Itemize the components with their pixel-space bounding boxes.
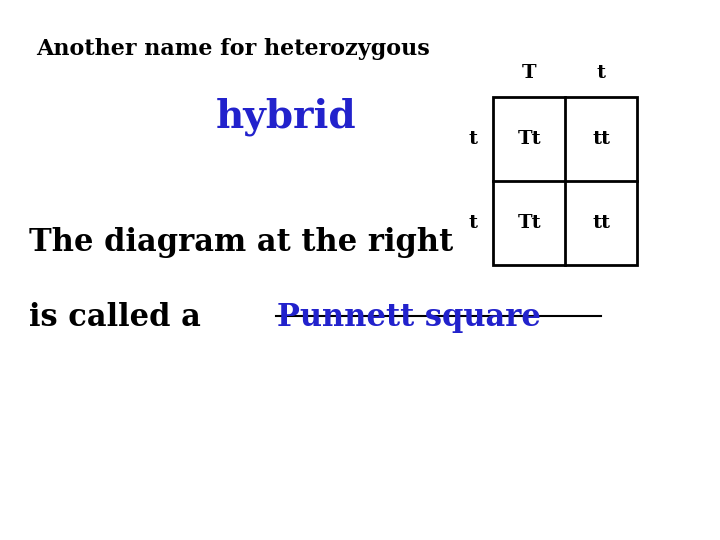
Text: Punnett square: Punnett square: [277, 302, 541, 333]
Text: tt: tt: [593, 130, 611, 148]
Text: T: T: [522, 64, 536, 82]
Text: The diagram at the right: The diagram at the right: [29, 227, 453, 258]
Text: Tt: Tt: [518, 214, 541, 232]
Text: tt: tt: [593, 214, 611, 232]
Text: Tt: Tt: [518, 130, 541, 148]
Text: Another name for heterozygous: Another name for heterozygous: [36, 38, 430, 60]
Text: t: t: [469, 214, 477, 232]
Text: t: t: [469, 130, 477, 148]
Text: is called a: is called a: [29, 302, 211, 333]
Text: t: t: [597, 64, 606, 82]
Text: hybrid: hybrid: [216, 97, 356, 136]
Bar: [493, 97, 637, 265]
